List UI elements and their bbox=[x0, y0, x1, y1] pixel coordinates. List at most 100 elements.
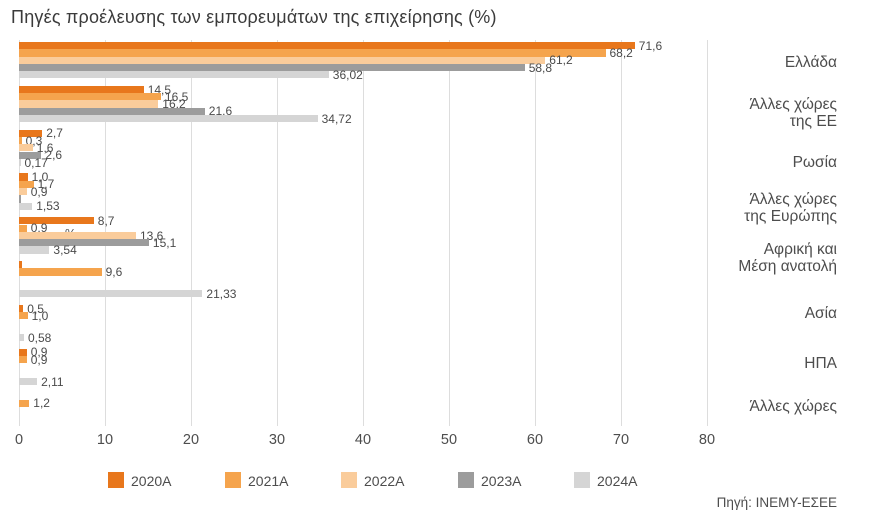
bar-value-label: 16,5 bbox=[164, 89, 189, 104]
x-axis-tick-label: 50 bbox=[440, 432, 458, 448]
bar-2021A-Αφρική και Μέση ανατολή bbox=[19, 224, 27, 232]
bar-2022A-Ρωσία bbox=[19, 144, 33, 152]
chart-title: Πηγές προέλευσης των εμπορευμάτων της επ… bbox=[11, 7, 497, 27]
legend-swatch-2024A bbox=[574, 472, 590, 488]
bar-2024A-Αφρική και Μέση ανατολή bbox=[19, 246, 50, 254]
x-axis-tick-label: 0 bbox=[14, 432, 24, 448]
bar-2024A-Ελλάδα bbox=[19, 71, 329, 79]
bar-2023A-Ρωσία bbox=[19, 151, 42, 159]
gridline bbox=[449, 40, 450, 426]
category-label: Άλλες χώρες της ΕΕ bbox=[749, 96, 837, 130]
category-label: Άλλες χώρες bbox=[749, 398, 837, 415]
bar-2024A-Άλλες χώρες της ΕΕ bbox=[19, 115, 318, 123]
bar-2021A-ΗΠΑ bbox=[19, 312, 28, 320]
bar-value-label: 61,2 bbox=[549, 53, 573, 68]
legend-label: 2024A bbox=[597, 473, 638, 489]
legend-swatch-2022A bbox=[341, 472, 357, 488]
bar-value-label: 1,0 bbox=[31, 308, 49, 323]
bar-value-label: 21,6 bbox=[208, 104, 233, 119]
bar-value-label: 36,02 bbox=[332, 67, 363, 82]
bar-2020A-Άλλες χώρες bbox=[19, 348, 27, 356]
bar-2024A-Ασία bbox=[19, 290, 203, 298]
x-axis-tick-label: 10 bbox=[96, 432, 114, 448]
bar-value-label: 1,2 bbox=[33, 396, 50, 411]
category-label: Ελλάδα bbox=[784, 54, 837, 71]
bar-2020A-Άλλες χώρες της Ευρώπης bbox=[19, 173, 28, 181]
bar-value-label: 2,11 bbox=[41, 374, 64, 389]
bar-value-label: 0,58 bbox=[28, 330, 52, 345]
bar-value-label: 14,5 bbox=[147, 82, 172, 97]
bar-value-label: 0,9 bbox=[30, 184, 48, 199]
bar-2021A-Ασία bbox=[19, 268, 102, 276]
x-axis-tick-label: 60 bbox=[526, 432, 544, 448]
category-label: Αφρική και Μέση ανατολή bbox=[738, 241, 837, 275]
bar-2020A-Ελλάδα bbox=[19, 42, 635, 50]
legend-swatch-2023A bbox=[458, 472, 474, 488]
bar-2023A-Άλλες χώρες της Ευρώπης bbox=[19, 195, 21, 203]
bar-value-label: 0,5 bbox=[27, 301, 44, 316]
category-label: Ρωσία bbox=[792, 154, 837, 171]
x-axis-tick-label: 70 bbox=[612, 432, 630, 448]
gridline bbox=[191, 40, 192, 426]
legend-label: 2021A bbox=[248, 473, 289, 489]
legend-label: 2020A bbox=[131, 473, 172, 489]
plot-area: % 71,668,261,258,836,0214,516,516,221,63… bbox=[19, 38, 711, 426]
bar-2021A-Άλλες χώρες bbox=[19, 355, 27, 364]
bar-value-label: 3,54 bbox=[53, 243, 77, 258]
bar-2020A-Άλλες χώρες της ΕΕ bbox=[19, 85, 144, 94]
bar-2023A-Αφρική και Μέση ανατολή bbox=[19, 239, 149, 247]
legend-swatch-2020A bbox=[108, 472, 124, 488]
bar-2022A-Άλλες χώρες της Ευρώπης bbox=[19, 188, 27, 196]
gridline bbox=[621, 40, 622, 426]
bar-2020A-Ασία bbox=[19, 261, 23, 269]
bar-value-label: 34,72 bbox=[321, 111, 352, 126]
bar-2024A-Άλλες χώρες bbox=[19, 377, 38, 386]
bar-2020A-Ρωσία bbox=[19, 129, 43, 137]
legend-label: 2022A bbox=[364, 473, 405, 489]
bar-value-label: 1,0 bbox=[31, 170, 49, 185]
bar-2022A-Αφρική και Μέση ανατολή bbox=[19, 231, 136, 240]
bar-value-label: 21,33 bbox=[206, 286, 237, 301]
category-label: ΗΠΑ bbox=[804, 355, 837, 372]
bar-2021A-Άλλες χώρες της ΕΕ bbox=[19, 93, 161, 101]
bar-value-label: 71,6 bbox=[638, 38, 663, 53]
bar-2021A-Ρωσία bbox=[19, 136, 22, 145]
bar-2024A-Άλλες χώρες της Ευρώπης bbox=[19, 202, 33, 210]
x-axis-tick-label: 20 bbox=[182, 432, 200, 448]
x-axis-tick-label: 30 bbox=[268, 432, 286, 448]
gridline bbox=[535, 40, 536, 426]
legend: 2020A 2021A 2022A 2023A 2024A bbox=[0, 472, 878, 490]
bar-value-label: 9,6 bbox=[105, 265, 123, 279]
bar-value-label: 68,2 bbox=[609, 46, 633, 60]
bar-value-label: 58,8 bbox=[528, 60, 553, 75]
bar-value-label: 1,7 bbox=[37, 177, 55, 192]
x-axis-tick-label: 40 bbox=[354, 432, 372, 448]
source-note: Πηγή: ΙΝΕΜΥ-ΕΣΕΕ bbox=[716, 495, 837, 510]
bar-value-label: 2,6 bbox=[45, 148, 63, 163]
bar-value-label: 0,9 bbox=[30, 221, 48, 236]
bar-2020A-ΗΠΑ bbox=[19, 304, 24, 313]
legend-label: 2023A bbox=[481, 473, 522, 489]
bar-value-label: 0,9 bbox=[30, 345, 48, 360]
category-label: Άλλες χώρες της Ευρώπης bbox=[744, 191, 837, 225]
bar-2023A-Άλλες χώρες της ΕΕ bbox=[19, 107, 205, 115]
bar-2022A-Άλλες χώρες της ΕΕ bbox=[19, 100, 159, 108]
bar-2021A-Άλλες χώρες της Ευρώπης bbox=[19, 180, 34, 188]
bar-value-label: 1,53 bbox=[36, 199, 60, 214]
bar-2024A-ΗΠΑ bbox=[19, 334, 24, 342]
bar-2023A-Ελλάδα bbox=[19, 63, 525, 72]
x-axis-tick-label: 80 bbox=[698, 432, 716, 448]
bar-value-label: 0,3 bbox=[25, 133, 43, 148]
bar-value-label: 2,7 bbox=[46, 126, 63, 141]
bar-2022A-Ελλάδα bbox=[19, 56, 546, 64]
bar-value-label: 0,9 bbox=[30, 352, 48, 367]
bar-value-label: 0,17 bbox=[24, 155, 48, 170]
gridline bbox=[707, 40, 708, 426]
bar-2024A-Ρωσία bbox=[19, 158, 21, 167]
bar-value-label: 16,2 bbox=[162, 97, 186, 112]
category-label: Ασία bbox=[804, 305, 837, 322]
bar-value-label: 15,1 bbox=[152, 235, 177, 250]
legend-swatch-2021A bbox=[225, 472, 241, 488]
gridline bbox=[277, 40, 278, 426]
